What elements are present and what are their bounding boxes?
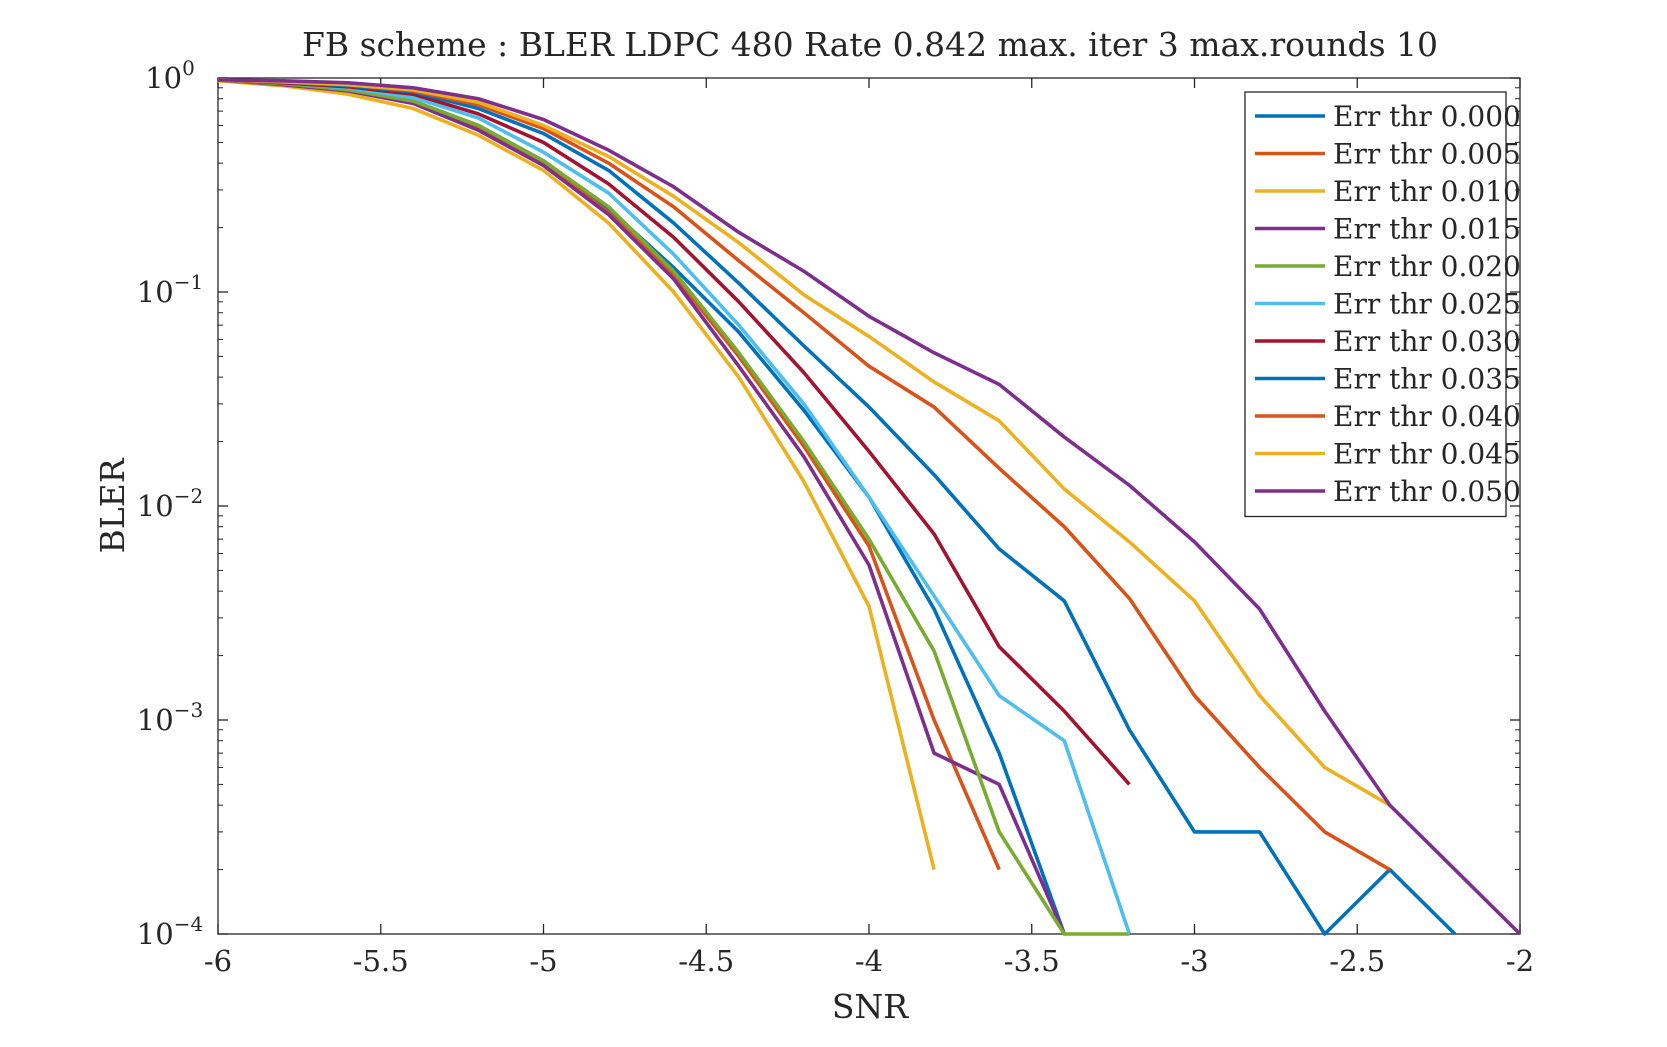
legend-entry-label: Err thr 0.015 (1333, 213, 1521, 246)
y-tick-base: 10 (145, 61, 182, 95)
legend-entry-label: Err thr 0.040 (1333, 400, 1521, 433)
y-tick-base: 10 (137, 489, 174, 523)
legend-entry-label: Err thr 0.000 (1333, 100, 1521, 133)
legend: Err thr 0.000 Err thr 0.005 Err thr 0.010 E… (1244, 91, 1521, 518)
y-tick-label: 10−1 (137, 270, 203, 309)
legend-entry-label: Err thr 0.025 (1333, 288, 1521, 321)
y-tick-label: 10−2 (137, 484, 203, 523)
x-tick-label: -3.5 (1004, 944, 1060, 978)
legend-entry-label: Err thr 0.035 (1333, 363, 1521, 396)
axes: -6 -5.5 -5 -4.5 -4 -3.5 -3 -2.5 -210010−110−210−… (137, 56, 1534, 978)
y-tick-base: 10 (137, 275, 174, 309)
chart-title: FB scheme : BLER LDPC 480 Rate 0.842 max… (302, 25, 1438, 64)
y-tick-label: 100 (145, 56, 195, 95)
x-tick-label: -5.5 (353, 944, 409, 978)
x-tick-label: -4 (855, 944, 883, 978)
x-tick-label: -4.5 (678, 944, 734, 978)
x-tick-label: -2.5 (1329, 944, 1385, 978)
legend-entry-label: Err thr 0.005 (1333, 138, 1521, 171)
legend-entry-label: Err thr 0.010 (1333, 175, 1521, 208)
y-tick-exponent: −4 (174, 912, 203, 936)
legend-entry-label: Err thr 0.020 (1333, 250, 1521, 283)
y-axis-label: BLER (93, 457, 132, 553)
legend-entry-label: Err thr 0.030 (1333, 325, 1521, 358)
x-tick-label: -3 (1180, 944, 1208, 978)
series-line-4 (217, 78, 1130, 936)
y-tick-label: 10−4 (137, 912, 203, 951)
x-tick-label: -5 (529, 944, 557, 978)
x-axis-label: SNR (832, 987, 909, 1026)
y-tick-label: 10−3 (137, 698, 203, 737)
y-tick-base: 10 (137, 917, 174, 951)
series-line-9 (217, 78, 1391, 807)
series-lines (217, 78, 1522, 936)
x-tick-label: -2 (1506, 944, 1534, 978)
x-tick-label: -6 (204, 944, 232, 978)
y-tick-exponent: 0 (182, 56, 195, 80)
series-line-10 (217, 78, 1522, 936)
legend-entry-label: Err thr 0.050 (1333, 475, 1521, 508)
y-tick-exponent: −3 (174, 698, 203, 722)
y-tick-exponent: −2 (174, 484, 203, 508)
y-tick-exponent: −1 (174, 270, 203, 294)
series-line-2 (217, 79, 936, 871)
legend-entry-label: Err thr 0.045 (1333, 438, 1521, 471)
y-tick-base: 10 (137, 703, 174, 737)
